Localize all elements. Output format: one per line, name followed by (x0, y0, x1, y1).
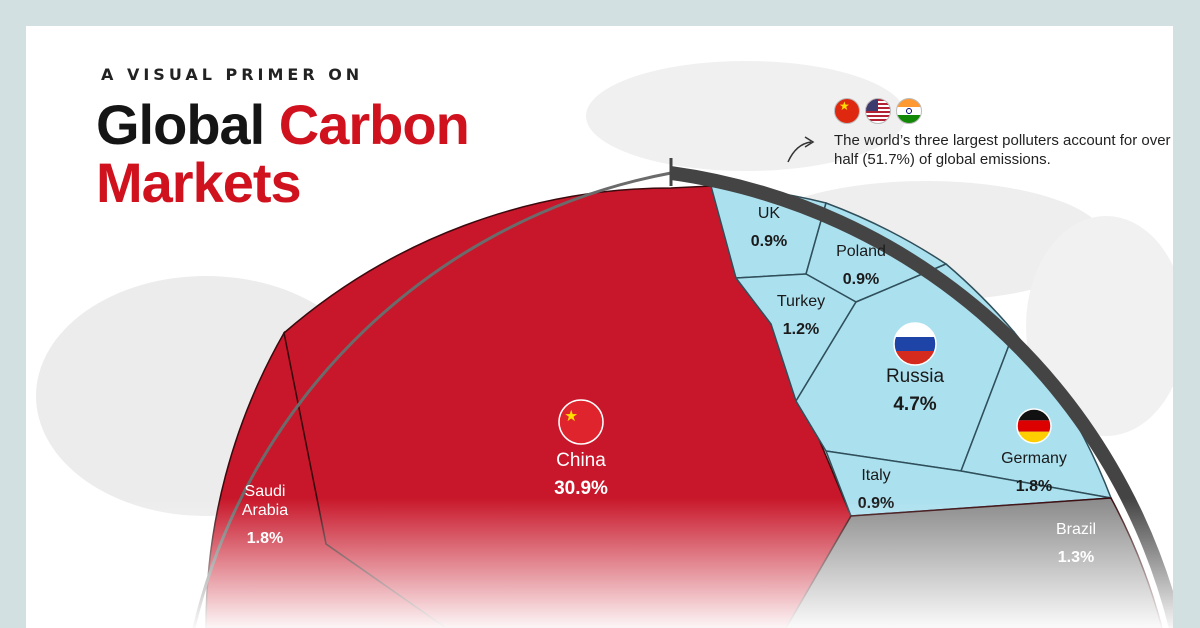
svg-text:★: ★ (564, 408, 578, 425)
annotation-arrow-head (804, 136, 815, 148)
label-china: China (556, 450, 606, 471)
label-russia: Russia (886, 366, 945, 387)
china-flag-icon: ★ (558, 399, 604, 445)
label-poland: Poland (836, 243, 886, 260)
label-saudi-arabia-2: Arabia (242, 502, 288, 519)
title-carbon: Carbon (278, 93, 470, 156)
infographic-card: ★ China 30.9% Saudi Arabia 1.8% UK 0.9% Poland 0.… (26, 26, 1173, 628)
usa-flag-icon (865, 98, 891, 124)
value-uk: 0.9% (751, 233, 787, 250)
title-global: Global (96, 93, 265, 156)
value-brazil: 1.3% (1058, 549, 1094, 566)
polluter-flags: ★ (834, 98, 922, 124)
value-poland: 0.9% (843, 271, 879, 288)
value-russia: 4.7% (893, 394, 936, 415)
value-china: 30.9% (554, 478, 608, 499)
germany-flag-icon (1016, 408, 1052, 444)
value-germany: 1.8% (1016, 478, 1052, 495)
label-turkey: Turkey (777, 293, 825, 310)
india-flag-icon (896, 98, 922, 124)
label-uk: UK (758, 205, 781, 222)
label-saudi-arabia-1: Saudi (245, 483, 286, 500)
label-brazil: Brazil (1056, 521, 1096, 538)
label-italy: Italy (861, 467, 890, 484)
kicker-text: A VISUAL PRIMER ON (101, 65, 364, 84)
title-markets: Markets (96, 151, 302, 214)
label-germany: Germany (1001, 450, 1067, 467)
russia-flag-icon (893, 322, 937, 366)
annotation-arrow (787, 141, 812, 163)
annotation-text: The world’s three largest polluters acco… (834, 132, 1171, 168)
value-saudi-arabia: 1.8% (247, 530, 283, 547)
value-turkey: 1.2% (783, 321, 819, 338)
page-title: Global Carbon Markets (96, 93, 470, 214)
china-flag-icon: ★ (834, 98, 860, 124)
value-italy: 0.9% (858, 495, 894, 512)
